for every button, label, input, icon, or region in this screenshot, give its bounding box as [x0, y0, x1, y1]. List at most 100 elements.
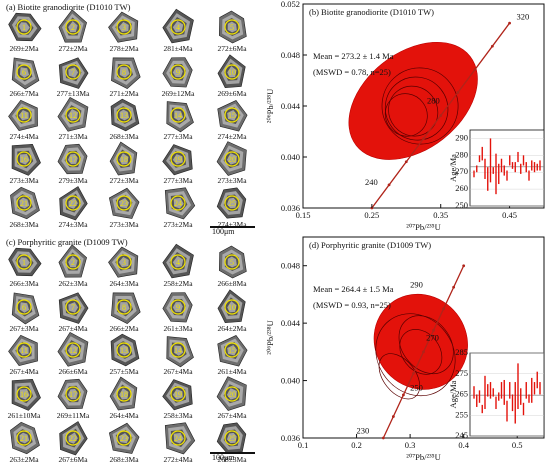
- panel-c-grain-24: 24: [158, 418, 198, 463]
- grain-number: 23: [120, 434, 128, 443]
- grain-age-label: 268±3Ma: [109, 455, 139, 464]
- grain-number: 25: [228, 199, 236, 208]
- grain-number: 3: [122, 23, 126, 32]
- grain-age-label: 277±3Ma: [163, 132, 193, 141]
- concordia-marker: [381, 436, 385, 440]
- grain-number: 23: [120, 199, 128, 208]
- grain-number: 5: [230, 258, 234, 267]
- analysis-spot: [16, 299, 32, 315]
- grain-age-label: 269±2Ma: [9, 44, 39, 53]
- grain-age-label: 269±6Ma: [217, 89, 247, 98]
- grain-number: 22: [69, 434, 77, 443]
- analysis-spot: [224, 151, 240, 167]
- grain-number: 15: [228, 346, 236, 355]
- panel-b-xlabel: ²⁰⁷Pb/²³⁵U: [406, 222, 440, 232]
- panel-a-grain-2: 2: [53, 7, 93, 52]
- analysis-spot: [116, 342, 132, 358]
- panel-c-grain-1: 1: [4, 242, 44, 287]
- grain-number: 3: [122, 258, 126, 267]
- panel-c-scalebar: [210, 452, 255, 454]
- panel-c-grain-20: 20: [212, 374, 252, 419]
- concordia-marker: [462, 264, 466, 268]
- panel-c-grain-12: 12: [53, 330, 93, 375]
- concordia-age-label: 240: [365, 177, 378, 187]
- grain-age-label: 266±8Ma: [217, 279, 247, 288]
- grain-number: 2: [71, 258, 75, 267]
- grain-age-label: 267±4Ma: [163, 367, 193, 376]
- grain-age-label: 277±3Ma: [163, 176, 193, 185]
- panel-c-grain-10: 10: [212, 287, 252, 332]
- panel-a-grain-4: 4: [158, 7, 198, 52]
- analysis-spot: [224, 386, 240, 402]
- panel-c-grain-8: 8: [104, 287, 144, 332]
- analysis-spot: [16, 19, 32, 35]
- grain-age-label: 274±4Ma: [9, 132, 39, 141]
- x-tick-label: 0.35: [433, 210, 448, 220]
- grain-number: 12: [69, 346, 77, 355]
- concordia-marker: [473, 67, 477, 71]
- concordia-age-label: 270: [426, 332, 439, 342]
- panel-c-grain-7: 7: [53, 287, 93, 332]
- panel-a-grain-23: 23: [104, 183, 144, 228]
- grain-number: 25: [228, 434, 236, 443]
- grain-number: 19: [174, 155, 182, 164]
- grain-number: 22: [69, 199, 77, 208]
- panel-a-grain-6: 6: [4, 52, 44, 97]
- grain-number: 17: [69, 390, 77, 399]
- inset-y-tick-label: 285: [455, 347, 468, 357]
- grain-number: 14: [174, 111, 182, 120]
- y-tick-label: 0.040: [281, 376, 300, 386]
- analysis-spot: [116, 195, 132, 211]
- analysis-spot: [224, 254, 240, 270]
- panel-a-grain-10: 10: [212, 52, 252, 97]
- analysis-spot: [116, 107, 132, 123]
- x-tick-label: 0.4: [458, 440, 469, 450]
- inset-y-tick-label: 265: [455, 389, 468, 399]
- analysis-spot: [224, 299, 240, 315]
- x-tick-label: 0.5: [512, 440, 523, 450]
- analysis-spot: [170, 299, 186, 315]
- analysis-spot: [65, 430, 81, 446]
- grain-number: 9: [176, 68, 180, 77]
- analysis-spot: [16, 430, 32, 446]
- grain-age-label: 267±4Ma: [9, 367, 39, 376]
- analysis-spot: [224, 19, 240, 35]
- analysis-spot: [16, 386, 32, 402]
- analysis-spot: [65, 107, 81, 123]
- grain-age-label: 263±2Ma: [9, 455, 39, 464]
- panel-c-grain-14: 14: [158, 330, 198, 375]
- y-tick-label: 0.052: [281, 0, 300, 9]
- grain-age-label: 266±6Ma: [58, 367, 88, 376]
- grain-age-label: 264±2Ma: [217, 324, 247, 333]
- grain-age-label: 257±5Ma: [109, 367, 139, 376]
- grain-age-label: 266±3Ma: [9, 279, 39, 288]
- grain-age-label: 262±3Ma: [58, 279, 88, 288]
- panel-c-grain-6: 6: [4, 287, 44, 332]
- x-tick-label: 0.25: [364, 210, 379, 220]
- panel-a-grain-12: 12: [53, 95, 93, 140]
- concordia-age-label: 280: [427, 95, 440, 105]
- grain-age-label: 272±4Ma: [163, 455, 193, 464]
- inset-y-tick-label: 250: [455, 200, 468, 210]
- concordia-marker: [432, 328, 435, 332]
- panel-d-mswd: (MSWD = 0.93, n=25): [313, 300, 391, 310]
- panel-a-grain-24: 24: [158, 183, 198, 228]
- error-ellipse: [384, 93, 428, 137]
- grain-age-label: 273±3Ma: [9, 176, 39, 185]
- grain-age-label: 273±2Ma: [163, 220, 193, 229]
- analysis-spot: [16, 195, 32, 211]
- grain-number: 9: [176, 303, 180, 312]
- analysis-spot: [116, 254, 132, 270]
- panel-a-grain-11: 11: [4, 95, 44, 140]
- inset-y-tick-label: 280: [455, 149, 468, 159]
- grain-age-label: 271±3Ma: [58, 132, 88, 141]
- y-tick-label: 0.040: [281, 152, 300, 162]
- x-tick-label: 0.15: [296, 210, 311, 220]
- panel-a-grain-25: 25: [212, 183, 252, 228]
- panel-a-grain-17: 17: [53, 139, 93, 184]
- grain-number: 11: [20, 346, 28, 355]
- analysis-spot: [16, 254, 32, 270]
- panel-c-scale-label: 100μm: [212, 453, 235, 462]
- inset-y-tick-label: 255: [455, 409, 468, 419]
- panel-a-title: (a) Biotite granodiorite (D1010 TW): [6, 2, 131, 12]
